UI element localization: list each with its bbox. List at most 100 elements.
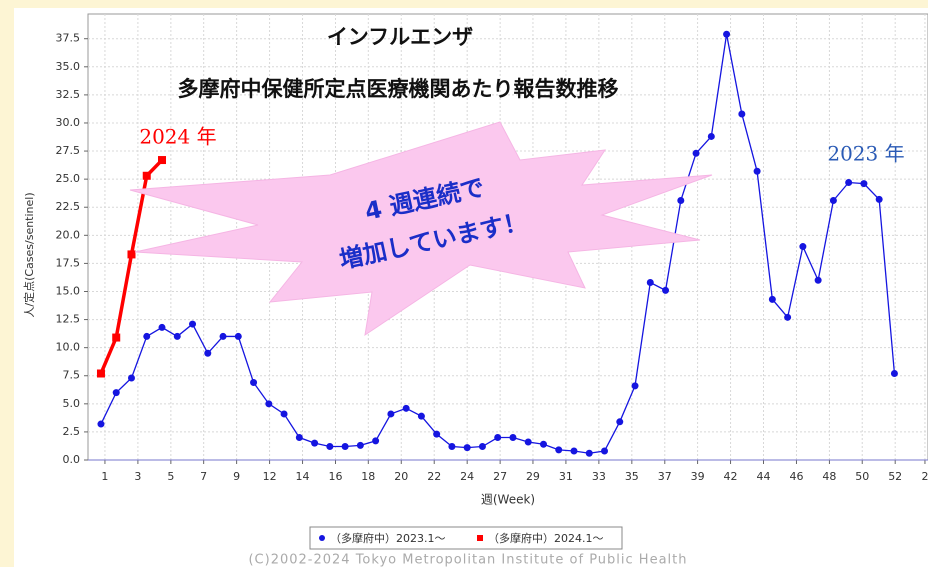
y-tick-label: 5.0 xyxy=(63,397,81,410)
point xyxy=(158,323,166,331)
footer: (C)2002-2024 Tokyo Metropolitan Institut… xyxy=(248,553,687,567)
x-axis-label: 週(Week) xyxy=(481,493,535,507)
point xyxy=(646,278,654,286)
y-tick-label: 12.5 xyxy=(56,313,81,326)
point xyxy=(539,440,547,448)
x-tick-label: 16 xyxy=(328,470,342,483)
x-tick-label: 29 xyxy=(526,470,540,483)
point xyxy=(448,443,456,451)
point xyxy=(631,382,639,390)
point xyxy=(524,438,532,446)
point xyxy=(585,449,593,457)
y-tick-label: 2.5 xyxy=(63,425,81,438)
y-axis-label: 人/定点(Cases/sentinel) xyxy=(22,192,36,317)
annotation: 2024 年 xyxy=(139,125,216,149)
point xyxy=(143,332,151,340)
y-tick-label: 37.5 xyxy=(56,32,81,45)
y-tick-label: 10.0 xyxy=(56,341,81,354)
point xyxy=(356,441,364,449)
point xyxy=(341,443,349,451)
point xyxy=(250,378,258,386)
point xyxy=(494,434,502,442)
point xyxy=(890,369,898,377)
point xyxy=(692,149,700,157)
y-tick-label: 7.5 xyxy=(63,369,81,382)
y-tick-label: 35.0 xyxy=(56,60,81,73)
point xyxy=(616,418,624,426)
point xyxy=(799,243,807,251)
point xyxy=(509,434,517,442)
y-tick-label: 20.0 xyxy=(56,228,81,241)
x-tick-label: 3 xyxy=(134,470,141,483)
point xyxy=(142,171,151,180)
point xyxy=(219,332,227,340)
x-tick-label: 35 xyxy=(625,470,639,483)
point xyxy=(707,132,715,140)
point xyxy=(463,444,471,452)
x-tick-label: 37 xyxy=(658,470,672,483)
x-tick-label: 46 xyxy=(789,470,803,483)
point xyxy=(738,110,746,118)
x-tick-label: 7 xyxy=(200,470,207,483)
starburst xyxy=(129,121,713,337)
point xyxy=(784,313,792,321)
point xyxy=(768,295,776,303)
point xyxy=(127,250,136,259)
y-tick-label: 25.0 xyxy=(56,172,81,185)
y-tick-label: 17.5 xyxy=(56,256,81,269)
y-tick-label: 15.0 xyxy=(56,284,81,297)
y-tick-label: 32.5 xyxy=(56,88,81,101)
x-tick-label: 2 xyxy=(921,470,928,483)
point xyxy=(570,447,578,455)
point xyxy=(326,443,334,451)
point xyxy=(112,389,120,397)
point xyxy=(433,430,441,438)
point xyxy=(860,180,868,188)
x-tick-label: 39 xyxy=(691,470,705,483)
point xyxy=(173,332,181,340)
x-tick-label: 1 xyxy=(101,470,108,483)
point xyxy=(372,437,380,445)
point xyxy=(875,195,883,203)
x-tick-label: 44 xyxy=(757,470,771,483)
y-tick-label: 30.0 xyxy=(56,116,81,129)
x-tick-label: 33 xyxy=(592,470,606,483)
x-tick-label: 27 xyxy=(493,470,507,483)
point xyxy=(96,369,105,378)
point xyxy=(478,443,486,451)
point xyxy=(723,30,731,38)
point xyxy=(845,179,853,187)
x-tick-label: 48 xyxy=(822,470,836,483)
point xyxy=(127,374,135,382)
y-tick-label: 22.5 xyxy=(56,200,81,213)
x-tick-label: 42 xyxy=(724,470,738,483)
x-tick-label: 50 xyxy=(855,470,869,483)
point xyxy=(112,333,121,342)
legend-label: （多摩府中）2023.1～ xyxy=(330,531,446,545)
point xyxy=(829,196,837,204)
point xyxy=(677,196,685,204)
x-tick-label: 14 xyxy=(296,470,310,483)
point xyxy=(189,320,197,328)
point xyxy=(417,412,425,420)
x-tick-label: 18 xyxy=(361,470,375,483)
x-tick-label: 31 xyxy=(559,470,573,483)
y-tick-label: 27.5 xyxy=(56,144,81,157)
point xyxy=(311,439,319,447)
point xyxy=(234,332,242,340)
point xyxy=(814,276,822,284)
point xyxy=(662,286,670,294)
point xyxy=(402,404,410,412)
x-tick-label: 52 xyxy=(888,470,902,483)
annotation: 2023 年 xyxy=(827,142,904,166)
point xyxy=(555,446,563,454)
x-tick-label: 12 xyxy=(263,470,277,483)
point xyxy=(601,447,609,455)
x-tick-label: 5 xyxy=(167,470,174,483)
chart-title: インフルエンザ xyxy=(327,25,473,49)
point xyxy=(265,400,273,408)
legend xyxy=(309,526,623,550)
point xyxy=(295,434,303,442)
